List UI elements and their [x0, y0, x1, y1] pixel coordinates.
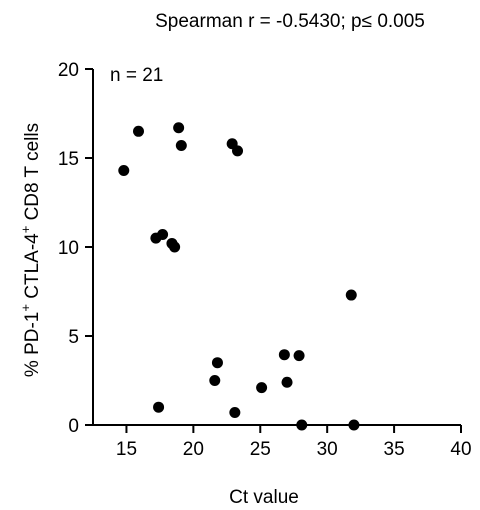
- data-point: [173, 122, 185, 134]
- y-axis-label: % PD-1+ CTLA-4+ CD8 T cells: [18, 123, 43, 377]
- data-point: [229, 407, 241, 419]
- data-point: [293, 350, 305, 362]
- data-point: [345, 289, 357, 301]
- data-point: [175, 140, 187, 152]
- y-tick-label: 0: [68, 416, 79, 437]
- sample-size-annotation: n = 21: [110, 65, 163, 86]
- y-tick-label: 15: [58, 149, 79, 170]
- x-tick-label: 15: [116, 439, 137, 460]
- data-point: [157, 229, 169, 241]
- data-point: [209, 375, 221, 386]
- data-point: [232, 145, 244, 157]
- x-axis-label: Ct value: [229, 487, 299, 508]
- data-point: [278, 349, 290, 361]
- y-tick-label: 10: [58, 238, 79, 259]
- x-tick-label: 40: [450, 439, 471, 460]
- data-point: [169, 241, 181, 253]
- data-point: [281, 376, 293, 388]
- data-point: [211, 357, 223, 369]
- x-tick-label: 25: [250, 439, 271, 460]
- x-tick-label: 30: [317, 439, 338, 460]
- data-point: [256, 382, 268, 394]
- x-tick-label: 20: [183, 439, 204, 460]
- data-point: [132, 125, 144, 137]
- x-tick-label: 35: [384, 439, 405, 460]
- y-tick-label: 5: [68, 327, 79, 348]
- data-point: [153, 401, 165, 413]
- x-axis-ticks: 15 20 25 30 35 40: [116, 425, 472, 460]
- data-points: [118, 122, 360, 431]
- data-point: [118, 164, 130, 176]
- chart-title: Spearman r = -0.5430; p≤ 0.005: [155, 11, 425, 32]
- data-point: [348, 419, 360, 431]
- data-point: [296, 419, 308, 431]
- y-tick-label: 20: [58, 60, 79, 81]
- y-axis-ticks: 0 5 10 15 20: [58, 60, 93, 437]
